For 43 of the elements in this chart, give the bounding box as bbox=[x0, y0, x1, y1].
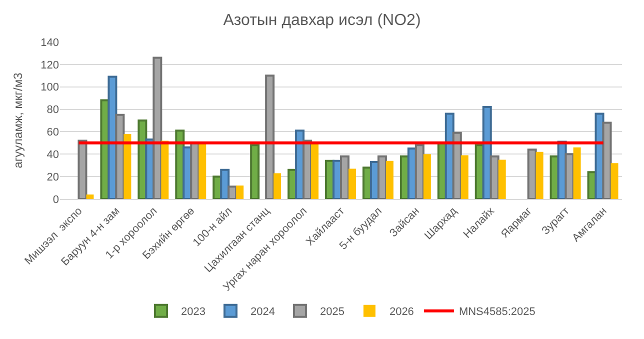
y-tick-label: 20 bbox=[46, 171, 59, 184]
bar bbox=[377, 155, 387, 199]
bar bbox=[348, 168, 356, 199]
y-tick-label: 0 bbox=[52, 194, 59, 206]
legend-label: 2023 bbox=[181, 306, 206, 318]
y-axis-title: агууламж, мкг/м3 bbox=[10, 72, 25, 168]
bar bbox=[564, 153, 574, 199]
bar bbox=[414, 144, 424, 199]
bar bbox=[152, 56, 162, 199]
y-tick-label: 120 bbox=[40, 59, 59, 72]
legend-label: 2024 bbox=[250, 306, 275, 318]
bar bbox=[228, 186, 238, 199]
legend-label: MNS4585:2025 bbox=[458, 306, 536, 318]
bar bbox=[490, 155, 500, 199]
bar bbox=[610, 163, 618, 199]
y-tick-label: 60 bbox=[46, 126, 59, 139]
bar bbox=[198, 142, 206, 199]
bar bbox=[527, 148, 537, 199]
bar bbox=[536, 152, 544, 199]
chart-title: Азотын давхар исэл (NO2) bbox=[223, 12, 421, 29]
bar bbox=[423, 154, 431, 199]
bar bbox=[86, 194, 94, 199]
bar bbox=[250, 144, 260, 199]
bar bbox=[265, 74, 275, 199]
bar bbox=[573, 147, 581, 199]
y-tick-label: 80 bbox=[46, 104, 59, 116]
bar bbox=[386, 160, 394, 199]
bar bbox=[220, 168, 230, 199]
bar bbox=[460, 155, 468, 199]
bar bbox=[274, 173, 282, 199]
legend-label: 2026 bbox=[389, 306, 414, 318]
bar bbox=[78, 140, 88, 199]
bar bbox=[498, 160, 506, 199]
bar bbox=[161, 140, 169, 199]
bar bbox=[311, 142, 319, 199]
bar bbox=[236, 186, 244, 199]
y-tick-label: 140 bbox=[40, 36, 59, 49]
legend-label: 2025 bbox=[320, 306, 344, 318]
bar bbox=[124, 134, 132, 199]
y-tick-label: 40 bbox=[46, 148, 59, 161]
bar bbox=[602, 122, 612, 199]
bar bbox=[340, 155, 350, 199]
y-tick-label: 100 bbox=[40, 82, 59, 94]
